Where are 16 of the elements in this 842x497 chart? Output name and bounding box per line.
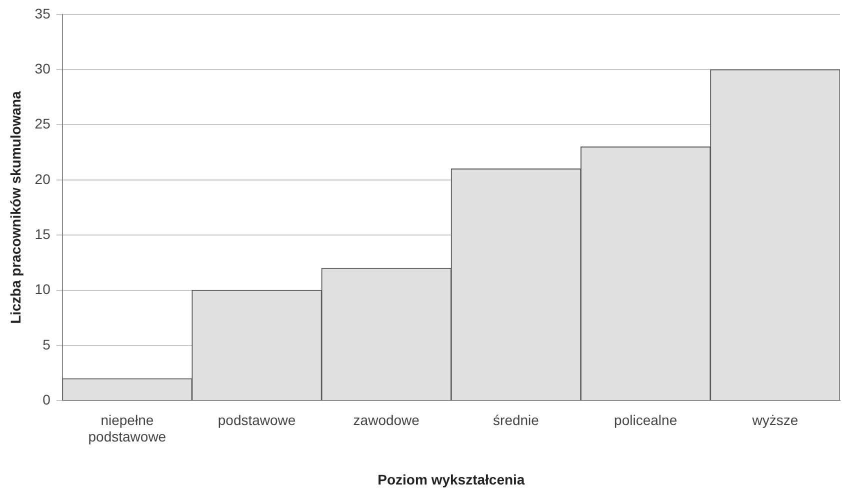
y-tick-label: 30 [34, 60, 51, 76]
x-tick-label: policealne [614, 412, 678, 428]
x-tick-label: niepełne podstawowe [88, 412, 166, 445]
x-tick-label: wyższe [751, 412, 798, 428]
y-tick-label: 35 [34, 5, 51, 22]
y-tick-label: 10 [34, 281, 51, 298]
x-tick-label: podstawowe [218, 412, 296, 428]
y-tick-label: 25 [34, 116, 51, 132]
x-axis-title: Poziom wykształcenia [378, 471, 525, 488]
x-tick-label: zawodowe [353, 412, 420, 428]
y-axis-title: Liczba pracowników skumulowana [7, 90, 24, 324]
x-tick-label: średnie [493, 412, 540, 428]
y-tick-label: 5 [42, 336, 51, 352]
y-tick-label: 0 [42, 391, 51, 408]
y-tick-label: 20 [34, 170, 51, 187]
y-tick-label: 15 [34, 226, 51, 242]
